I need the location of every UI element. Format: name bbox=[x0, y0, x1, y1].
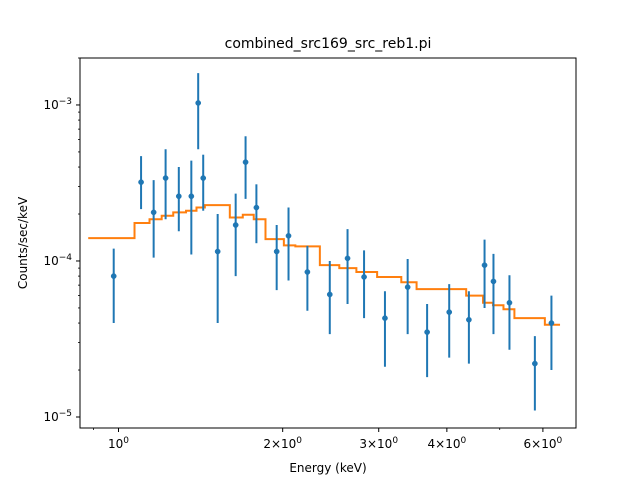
data-point-19 bbox=[382, 315, 388, 322]
data-point-24 bbox=[481, 262, 488, 269]
data-errorbar-series bbox=[110, 73, 555, 411]
data-point-18 bbox=[361, 274, 367, 280]
data-point-26 bbox=[506, 299, 513, 306]
x-tick-label: 4×100 bbox=[428, 436, 467, 451]
data-point-8 bbox=[200, 175, 207, 181]
data-point-25 bbox=[490, 278, 497, 285]
data-point-9 bbox=[214, 248, 221, 255]
data-point-3 bbox=[150, 209, 157, 216]
plot-frame bbox=[79, 57, 577, 429]
data-point-6 bbox=[188, 193, 195, 200]
plot-background bbox=[80, 58, 576, 428]
data-point-4 bbox=[162, 175, 169, 181]
data-point-12 bbox=[253, 204, 260, 211]
tick-labels: 100 2×100 3×100 4×100 6×100 10−5 10−4 10−3 bbox=[43, 97, 562, 451]
data-point-5 bbox=[175, 193, 182, 200]
data-point-11 bbox=[242, 159, 249, 165]
data-point-27 bbox=[532, 360, 538, 367]
x-tick-label: 6×100 bbox=[524, 436, 563, 451]
data-point-14 bbox=[285, 232, 292, 239]
data-point-15 bbox=[304, 269, 311, 275]
x-axis-label: Energy (keV) bbox=[289, 461, 366, 475]
data-point-22 bbox=[446, 309, 453, 315]
data-point-2 bbox=[138, 179, 144, 186]
data-point-16 bbox=[326, 291, 333, 298]
data-point-7 bbox=[195, 100, 202, 106]
y-tick-label: 10−3 bbox=[43, 97, 72, 112]
x-tick-label: 100 bbox=[108, 436, 129, 451]
data-point-1 bbox=[110, 273, 117, 279]
x-tick-label: 2×100 bbox=[263, 436, 302, 451]
data-point-20 bbox=[404, 284, 411, 290]
chart-title: combined_src169_src_reb1.pi bbox=[225, 36, 432, 52]
data-point-21 bbox=[424, 329, 430, 335]
data-point-23 bbox=[466, 316, 472, 323]
y-axis-label: Counts/sec/keV bbox=[16, 196, 30, 289]
x-tick-label: 3×100 bbox=[359, 436, 398, 451]
y-tick-label: 10−5 bbox=[43, 409, 72, 424]
data-point-10 bbox=[232, 222, 239, 228]
data-point-17 bbox=[344, 255, 351, 262]
y-tick-label: 10−4 bbox=[43, 253, 72, 268]
data-point-28 bbox=[548, 320, 555, 326]
data-point-13 bbox=[273, 248, 280, 255]
major-ticks bbox=[76, 104, 544, 432]
